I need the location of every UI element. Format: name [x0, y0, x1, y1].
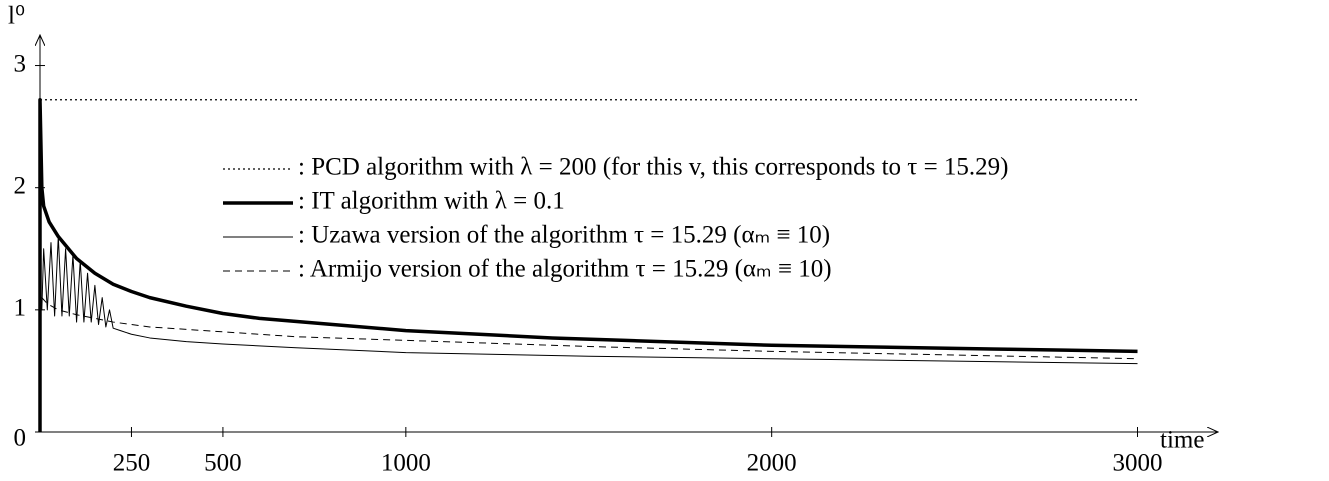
x-tick-label: 500 [204, 450, 242, 477]
legend-label: : IT algorithm with λ = 0.1 [298, 188, 565, 215]
y-axis-label: l⁰ [8, 3, 25, 30]
x-tick-label: 2000 [747, 450, 797, 477]
series-line [39, 236, 1138, 365]
legend-label: : PCD algorithm with λ = 200 (for this v… [298, 154, 1009, 181]
y-tick-label: 0 [14, 425, 27, 452]
x-tick-label: 3000 [1113, 450, 1163, 477]
series-line [38, 97, 1138, 432]
y-tick-label: 2 [14, 172, 27, 199]
series-line [39, 285, 1138, 360]
x-tick-label: 250 [113, 450, 151, 477]
x-tick-label: 1000 [381, 450, 431, 477]
x-axis-label: time [1160, 427, 1204, 454]
legend-label: : Uzawa version of the algorithm τ = 15.… [298, 222, 830, 249]
legend-label: : Armijo version of the algorithm τ = 15… [298, 256, 832, 283]
y-tick-label: 3 [14, 50, 27, 77]
y-tick-label: 1 [14, 295, 27, 322]
